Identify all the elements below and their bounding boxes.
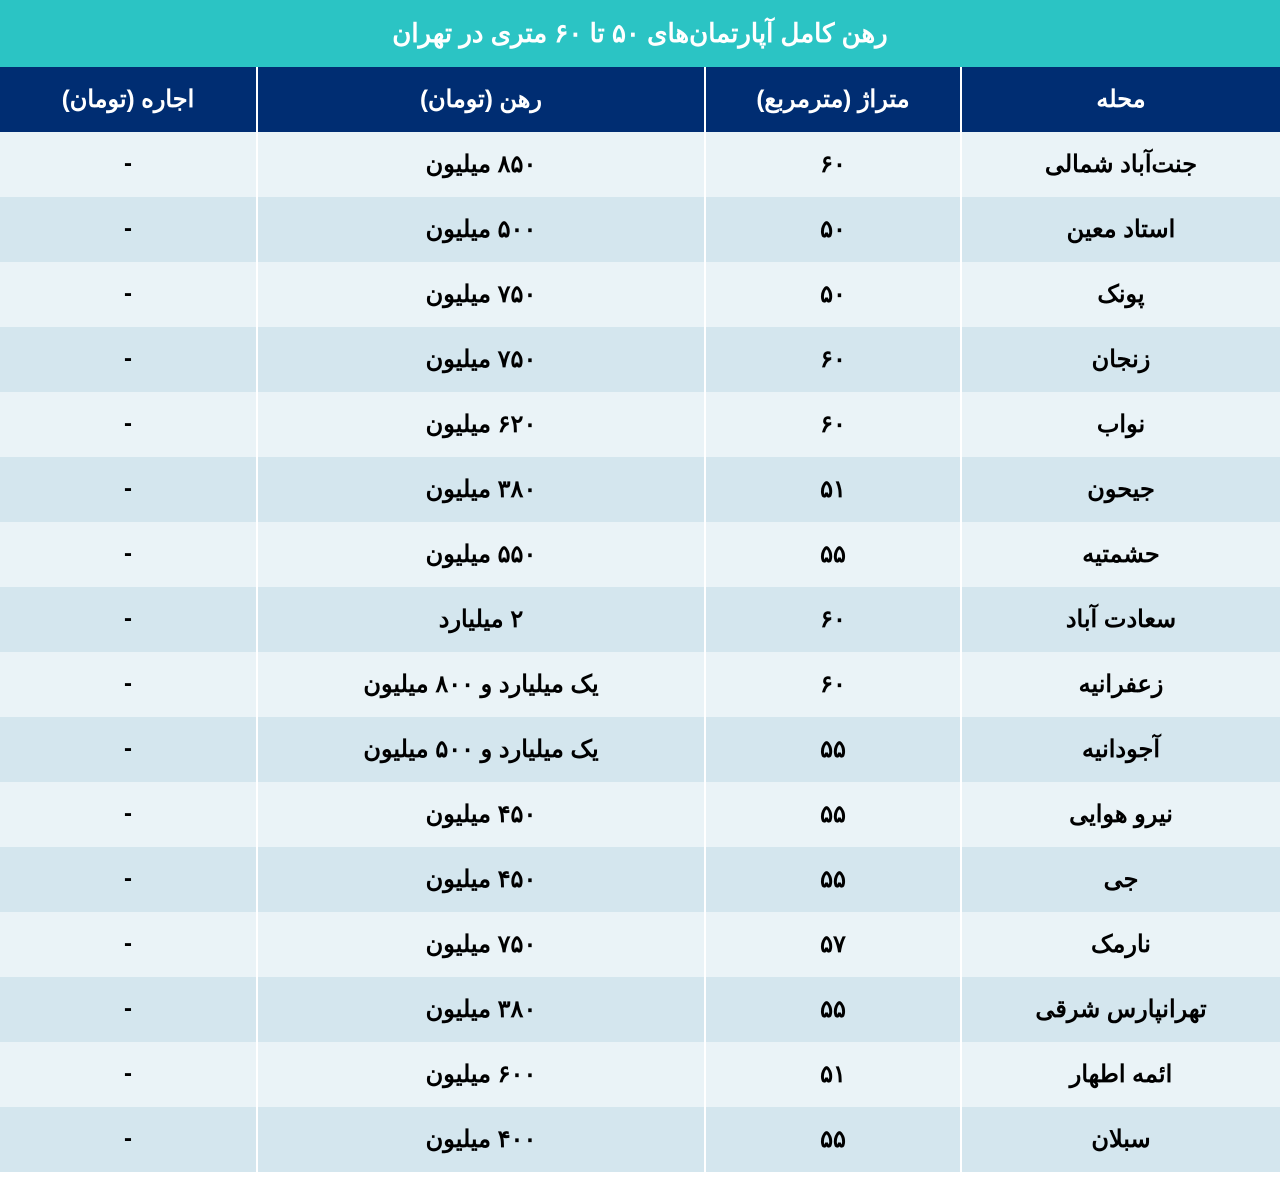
cell-rent: -	[0, 587, 256, 652]
cell-rent: -	[0, 457, 256, 522]
cell-area: ۵۷	[704, 912, 960, 977]
cell-rent: -	[0, 977, 256, 1042]
table-row: نارمک۵۷۷۵۰ میلیون-	[0, 912, 1280, 977]
header-neighborhood: محله	[960, 67, 1280, 132]
cell-rent: -	[0, 717, 256, 782]
cell-deposit: ۴۵۰ میلیون	[256, 847, 704, 912]
cell-rent: -	[0, 197, 256, 262]
cell-deposit: ۸۵۰ میلیون	[256, 132, 704, 197]
cell-neighborhood: حشمتیه	[960, 522, 1280, 587]
cell-neighborhood: زعفرانیه	[960, 652, 1280, 717]
cell-rent: -	[0, 132, 256, 197]
cell-neighborhood: جی	[960, 847, 1280, 912]
cell-area: ۵۵	[704, 847, 960, 912]
cell-deposit: ۳۸۰ میلیون	[256, 977, 704, 1042]
cell-area: ۶۰	[704, 132, 960, 197]
cell-deposit: ۲ میلیارد	[256, 587, 704, 652]
cell-deposit: ۶۲۰ میلیون	[256, 392, 704, 457]
cell-rent: -	[0, 652, 256, 717]
table-row: استاد معین۵۰۵۰۰ میلیون-	[0, 197, 1280, 262]
cell-area: ۵۵	[704, 717, 960, 782]
table-row: حشمتیه۵۵۵۵۰ میلیون-	[0, 522, 1280, 587]
cell-deposit: ۵۰۰ میلیون	[256, 197, 704, 262]
cell-rent: -	[0, 782, 256, 847]
cell-neighborhood: استاد معین	[960, 197, 1280, 262]
table-row: زعفرانیه۶۰یک میلیارد و ۸۰۰ میلیون-	[0, 652, 1280, 717]
cell-area: ۵۵	[704, 522, 960, 587]
cell-neighborhood: تهرانپارس شرقی	[960, 977, 1280, 1042]
cell-area: ۵۰	[704, 197, 960, 262]
table-row: آجودانیه۵۵یک میلیارد و ۵۰۰ میلیون-	[0, 717, 1280, 782]
header-area: متراژ (مترمربع)	[704, 67, 960, 132]
table-row: ائمه اطهار۵۱۶۰۰ میلیون-	[0, 1042, 1280, 1107]
cell-neighborhood: سبلان	[960, 1107, 1280, 1172]
cell-rent: -	[0, 392, 256, 457]
table-row: جیحون۵۱۳۸۰ میلیون-	[0, 457, 1280, 522]
cell-rent: -	[0, 522, 256, 587]
cell-rent: -	[0, 1042, 256, 1107]
cell-deposit: یک میلیارد و ۵۰۰ میلیون	[256, 717, 704, 782]
cell-neighborhood: نیرو هوایی	[960, 782, 1280, 847]
table-row: نواب۶۰۶۲۰ میلیون-	[0, 392, 1280, 457]
table-row: سبلان۵۵۴۰۰ میلیون-	[0, 1107, 1280, 1172]
cell-deposit: ۴۵۰ میلیون	[256, 782, 704, 847]
cell-neighborhood: ائمه اطهار	[960, 1042, 1280, 1107]
table-header-row: محله متراژ (مترمربع) رهن (تومان) اجاره (…	[0, 67, 1280, 132]
cell-deposit: ۳۸۰ میلیون	[256, 457, 704, 522]
cell-deposit: ۷۵۰ میلیون	[256, 262, 704, 327]
cell-deposit: ۵۵۰ میلیون	[256, 522, 704, 587]
header-deposit: رهن (تومان)	[256, 67, 704, 132]
cell-area: ۵۵	[704, 782, 960, 847]
table-row: جی۵۵۴۵۰ میلیون-	[0, 847, 1280, 912]
cell-rent: -	[0, 262, 256, 327]
table-row: سعادت آباد۶۰۲ میلیارد-	[0, 587, 1280, 652]
cell-rent: -	[0, 327, 256, 392]
table-row: زنجان۶۰۷۵۰ میلیون-	[0, 327, 1280, 392]
cell-neighborhood: سعادت آباد	[960, 587, 1280, 652]
cell-area: ۵۰	[704, 262, 960, 327]
cell-neighborhood: نارمک	[960, 912, 1280, 977]
header-rent: اجاره (تومان)	[0, 67, 256, 132]
cell-neighborhood: پونک	[960, 262, 1280, 327]
cell-rent: -	[0, 847, 256, 912]
cell-area: ۵۱	[704, 1042, 960, 1107]
cell-neighborhood: جیحون	[960, 457, 1280, 522]
cell-deposit: ۷۵۰ میلیون	[256, 912, 704, 977]
cell-deposit: ۶۰۰ میلیون	[256, 1042, 704, 1107]
cell-area: ۵۵	[704, 977, 960, 1042]
cell-deposit: ۷۵۰ میلیون	[256, 327, 704, 392]
cell-area: ۵۵	[704, 1107, 960, 1172]
table-row: پونک۵۰۷۵۰ میلیون-	[0, 262, 1280, 327]
cell-area: ۶۰	[704, 327, 960, 392]
cell-rent: -	[0, 912, 256, 977]
table-row: جنت‌آباد شمالی۶۰۸۵۰ میلیون-	[0, 132, 1280, 197]
cell-neighborhood: نواب	[960, 392, 1280, 457]
cell-deposit: ۴۰۰ میلیون	[256, 1107, 704, 1172]
table-title: رهن کامل آپارتمان‌های ۵۰ تا ۶۰ متری در ت…	[0, 0, 1280, 67]
cell-area: ۶۰	[704, 587, 960, 652]
cell-area: ۶۰	[704, 652, 960, 717]
cell-neighborhood: زنجان	[960, 327, 1280, 392]
price-table: رهن کامل آپارتمان‌های ۵۰ تا ۶۰ متری در ت…	[0, 0, 1280, 1172]
table-body: جنت‌آباد شمالی۶۰۸۵۰ میلیون-استاد معین۵۰۵…	[0, 132, 1280, 1172]
cell-area: ۶۰	[704, 392, 960, 457]
cell-area: ۵۱	[704, 457, 960, 522]
cell-neighborhood: جنت‌آباد شمالی	[960, 132, 1280, 197]
cell-deposit: یک میلیارد و ۸۰۰ میلیون	[256, 652, 704, 717]
table-row: تهرانپارس شرقی۵۵۳۸۰ میلیون-	[0, 977, 1280, 1042]
cell-rent: -	[0, 1107, 256, 1172]
cell-neighborhood: آجودانیه	[960, 717, 1280, 782]
table-row: نیرو هوایی۵۵۴۵۰ میلیون-	[0, 782, 1280, 847]
